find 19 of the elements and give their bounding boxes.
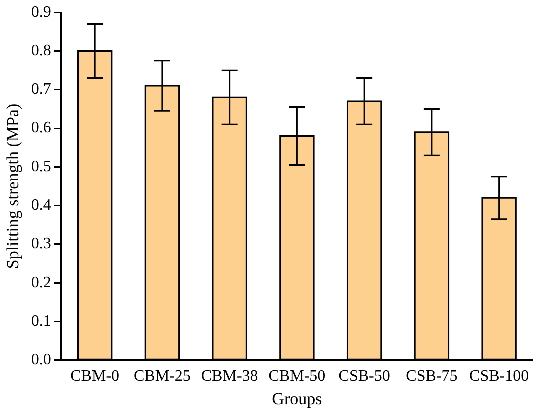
- x-tick-label: CBM-25: [134, 368, 191, 386]
- x-tick-label: CBM-0: [70, 368, 120, 386]
- y-axis-title: Splitting strength (MPa): [4, 104, 23, 270]
- y-tick-label: 0.3: [31, 236, 52, 253]
- y-tick-label: 0.0: [31, 352, 52, 369]
- y-tick-label: 0.4: [31, 197, 52, 214]
- x-tick-label: CSB-75: [406, 368, 458, 386]
- y-tick-label: 0.5: [31, 158, 52, 176]
- x-tick-label: CBM-50: [268, 368, 326, 386]
- x-tick-label: CBM-38: [201, 368, 258, 386]
- y-tick-label: 0.6: [31, 120, 52, 137]
- x-axis-title: Groups: [272, 389, 322, 408]
- x-tick-label: CSB-50: [338, 368, 390, 386]
- y-tick-label: 0.9: [31, 4, 52, 21]
- y-tick-label: 0.2: [31, 274, 52, 292]
- y-tick-label: 0.1: [31, 312, 52, 330]
- x-tick-label: CSB-100: [470, 368, 530, 386]
- y-tick-label: 0.8: [31, 42, 52, 60]
- y-tick-label: 0.7: [31, 81, 52, 98]
